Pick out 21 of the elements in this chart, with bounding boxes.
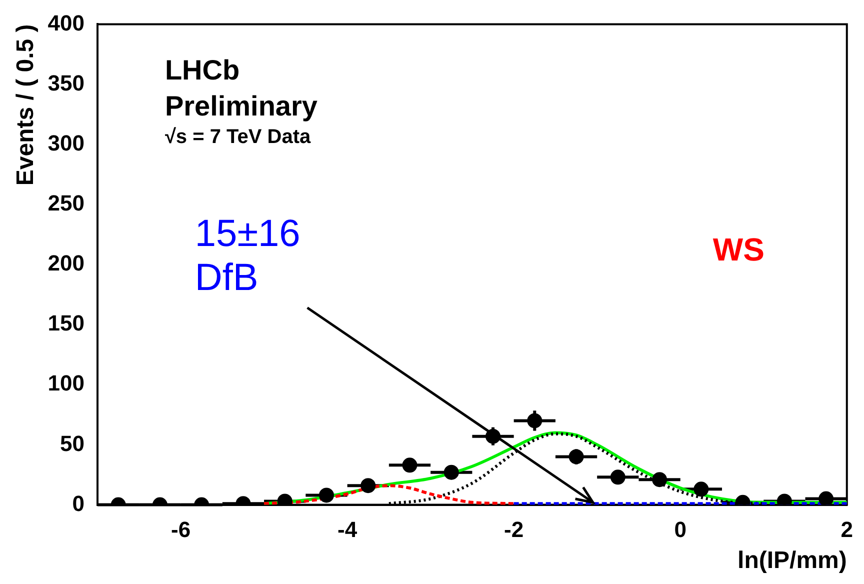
annotation: LHCb (164, 54, 240, 86)
x-axis-title: ln(IP/mm) (738, 547, 847, 574)
x-tick-label: -6 (170, 517, 191, 542)
y-tick-label: 100 (48, 370, 85, 396)
y-tick-label: 50 (60, 430, 85, 456)
x-tick-label: -2 (504, 517, 524, 542)
y-tick-label: 400 (48, 10, 85, 36)
y-tick-label: 350 (48, 70, 85, 96)
annotation: WS (712, 231, 764, 268)
y-tick-label: 200 (48, 250, 85, 276)
y-tick-label: 300 (48, 130, 85, 156)
y-tick-label: 250 (48, 190, 85, 216)
x-tick-label: 0 (674, 517, 686, 542)
y-axis-title: Events / ( 0.5 ) (12, 24, 40, 186)
annotation: 15±16 DfB (194, 212, 300, 299)
x-tick-label: -4 (338, 517, 358, 542)
annotation: √s = 7 TeV Data (164, 126, 312, 148)
annotation: Preliminary (164, 90, 318, 122)
y-tick-label: 150 (48, 310, 85, 336)
y-tick-label: 0 (72, 490, 85, 516)
x-tick-label: 2 (840, 517, 854, 542)
